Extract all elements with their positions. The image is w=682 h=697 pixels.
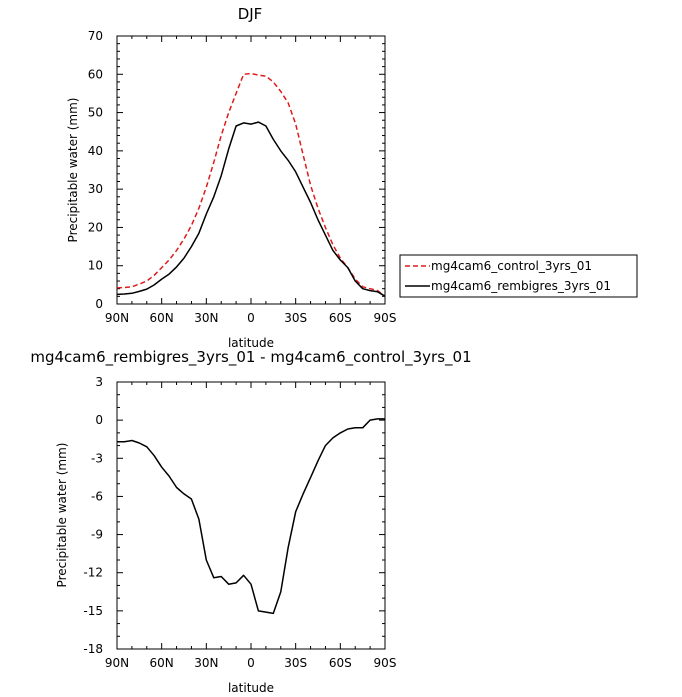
bottom-ytick-label: -18 [83, 642, 103, 656]
bottom-xtick-label: 60N [150, 656, 174, 670]
bottom-ytick-label: -12 [83, 566, 103, 580]
legend-control-label: mg4cam6_control_3yrs_01 [431, 259, 592, 273]
bottom-ytick-label: 0 [95, 413, 103, 427]
top-xtick-label: 30S [284, 311, 307, 325]
top-plot-ylabel: Precipitable water (mm) [66, 98, 80, 243]
top-plot: DJF 90N 60N 30N 0 30S 60S 90S 0 10 20 30 40 50 60 70 l… [66, 5, 396, 350]
top-xtick-label: 90N [105, 311, 129, 325]
top-series-line-0 [116, 72, 386, 297]
legend-box [399, 254, 638, 298]
bottom-plot-xlabel: latitude [228, 681, 274, 695]
top-ytick-label: 10 [88, 259, 103, 273]
bottom-ytick-label: -3 [91, 451, 103, 465]
bottom-xtick-label: 60S [329, 656, 352, 670]
bottom-plot-ylabel: Precipitable water (mm) [55, 443, 69, 588]
bottom-plot-frame [116, 381, 386, 650]
top-ytick-label: 40 [88, 144, 103, 158]
bottom-xtick-label: 30S [284, 656, 307, 670]
top-xtick-label: 60S [329, 311, 352, 325]
bottom-ytick-label: -6 [91, 489, 103, 503]
top-xtick-label: 60N [150, 311, 174, 325]
bottom-series-line-0 [117, 418, 385, 615]
bottom-plot-title: mg4cam6_rembigres_3yrs_01 - mg4cam6_cont… [30, 348, 471, 367]
bottom-ytick-label: -9 [91, 528, 103, 542]
top-ytick-label: 70 [88, 29, 103, 43]
top-ytick-label: 60 [88, 67, 103, 81]
bottom-ytick-label: -15 [83, 604, 103, 618]
bottom-xtick-label: 30N [194, 656, 218, 670]
top-xtick-label: 90S [374, 311, 397, 325]
top-xtick-label: 0 [247, 311, 255, 325]
top-xtick-label: 30N [194, 311, 218, 325]
bottom-xtick-label: 90S [374, 656, 397, 670]
top-ytick-label: 30 [88, 182, 103, 196]
top-plot-title: DJF [238, 5, 263, 23]
bottom-ytick-label: 3 [95, 375, 103, 389]
legend: mg4cam6_control_3yrs_01 mg4cam6_rembigre… [399, 254, 638, 298]
top-ytick-label: 50 [88, 106, 103, 120]
bottom-xtick-label: 90N [105, 656, 129, 670]
top-plot-xlabel: latitude [228, 336, 274, 350]
bottom-plot: mg4cam6_rembigres_3yrs_01 - mg4cam6_cont… [30, 348, 471, 695]
top-ytick-label: 0 [95, 297, 103, 311]
bottom-xtick-label: 0 [247, 656, 255, 670]
top-ytick-label: 20 [88, 220, 103, 234]
top-series-line-1 [116, 121, 386, 297]
legend-rembigres-label: mg4cam6_rembigres_3yrs_01 [431, 279, 611, 293]
